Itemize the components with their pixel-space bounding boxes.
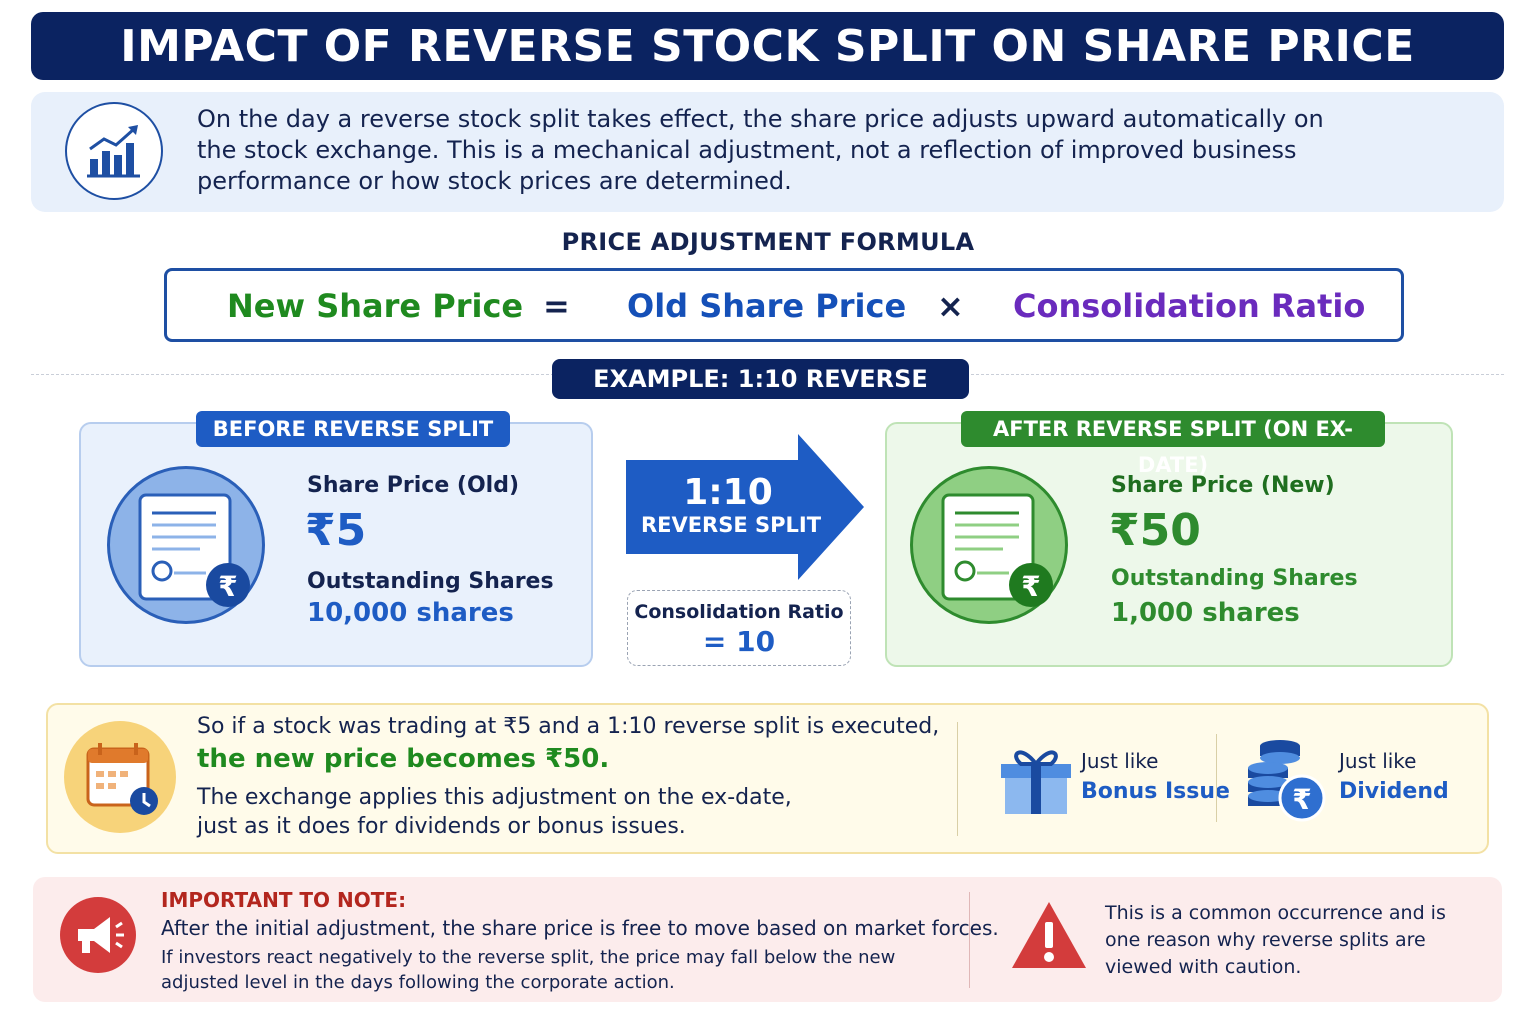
important-note-panel [33, 877, 1502, 1002]
dividend-prefix: Just like [1339, 749, 1417, 773]
intro-panel: On the day a reverse stock split takes e… [31, 92, 1504, 212]
gift-icon [1001, 744, 1071, 820]
bonus-prefix: Just like [1081, 749, 1159, 773]
consolidation-ratio-label: Consolidation Ratio [634, 601, 844, 623]
bonus-issue-label: Bonus Issue [1081, 779, 1230, 804]
intro-text: On the day a reverse stock split takes e… [197, 105, 1324, 195]
summary-line-3: The exchange applies this adjustment on … [197, 785, 792, 810]
summary-line-1: So if a stock was trading at ₹5 and a 1:… [197, 714, 940, 739]
summary-highlight: the new price becomes ₹50. [197, 744, 610, 774]
page-title: IMPACT OF REVERSE STOCK SPLIT ON SHARE P… [120, 20, 1415, 72]
consolidation-ratio-value: = 10 [702, 625, 776, 658]
after-tag: AFTER REVERSE SPLIT (ON EX-DATE) [961, 411, 1385, 477]
note-caution-text: This is a common occurrence and is one r… [1105, 902, 1446, 978]
arrow-label: REVERSE SPLIT [640, 513, 822, 537]
note-line-2: If investors react negatively to the rev… [161, 947, 896, 993]
dividend-label: Dividend [1339, 779, 1449, 804]
certificate-rupee-icon: ₹ [107, 466, 265, 624]
before-shares-label: Outstanding Shares [307, 569, 554, 594]
note-line-1: After the initial adjustment, the share … [161, 916, 999, 940]
formula-box: New Share Price = Old Share Price × Cons… [164, 268, 1404, 342]
summary-divider-2 [1216, 734, 1217, 822]
coin-stack-rupee-icon: ₹ [1244, 738, 1328, 826]
formula-old-price: Old Share Price [627, 287, 907, 325]
arrow-ratio: 1:10 [683, 472, 773, 513]
calendar-clock-icon [64, 721, 176, 833]
consolidation-ratio-box: Consolidation Ratio = 10 [627, 590, 851, 666]
formula-new-price: New Share Price [227, 287, 524, 325]
before-shares-value: 10,000 shares [307, 598, 514, 628]
formula-ratio: Consolidation Ratio [1013, 287, 1366, 325]
after-price-label: Share Price (New) [1111, 473, 1335, 498]
warning-icon [1010, 900, 1088, 974]
formula-equals: = [543, 287, 570, 325]
after-price-value: ₹50 [1109, 505, 1201, 556]
before-tag: BEFORE REVERSE SPLIT [196, 411, 510, 447]
example-label: EXAMPLE: 1:10 REVERSE SPLIT [552, 359, 969, 433]
megaphone-icon [60, 897, 136, 973]
right-arrow-icon [626, 434, 866, 580]
after-shares-label: Outstanding Shares [1111, 566, 1358, 591]
before-price-label: Share Price (Old) [307, 473, 520, 498]
formula-times: × [937, 287, 964, 325]
summary-line-4: just as it does for dividends or bonus i… [197, 814, 686, 839]
note-title: IMPORTANT TO NOTE: [161, 888, 407, 912]
svg-text:₹: ₹ [1292, 783, 1311, 816]
before-price-value: ₹5 [305, 505, 367, 556]
after-shares-value: 1,000 shares [1111, 598, 1300, 628]
title-banner: IMPACT OF REVERSE STOCK SPLIT ON SHARE P… [31, 12, 1504, 80]
svg-text:₹: ₹ [1021, 570, 1040, 603]
summary-divider [957, 722, 958, 836]
summary-panel [46, 703, 1489, 854]
certificate-rupee-icon: ₹ [910, 466, 1068, 624]
formula-heading: PRICE ADJUSTMENT FORMULA [561, 228, 975, 256]
svg-text:₹: ₹ [218, 570, 237, 603]
note-divider [969, 892, 970, 988]
bar-chart-growth-icon [65, 102, 163, 200]
